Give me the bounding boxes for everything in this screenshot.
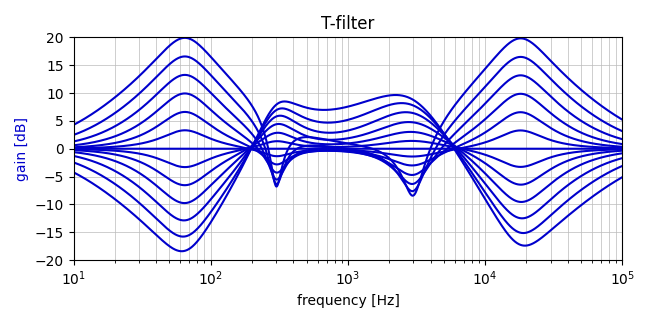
Y-axis label: gain [dB]: gain [dB] [15,117,29,181]
Title: T-filter: T-filter [321,15,374,33]
X-axis label: frequency [Hz]: frequency [Hz] [296,294,399,308]
